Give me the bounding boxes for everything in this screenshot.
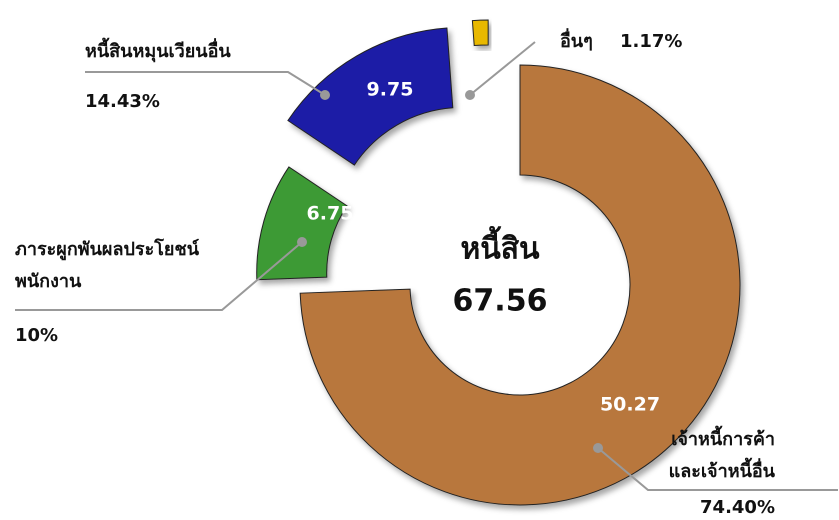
percent-label: 10% [15,325,58,346]
donut-slice [287,27,454,166]
category-label: หนี้สินหมุนเวียนอื่น [85,37,231,63]
percent-label: 1.17% [620,31,682,52]
percent-label: 74.40% [700,497,775,518]
value-label: 50.27 [600,394,660,416]
category-label: เจ้าหนี้การค้าและเจ้าหนี้อื่น [669,425,776,482]
center-label: หนี้สิน [460,226,540,267]
value-label: 6.75 [307,203,354,225]
percent-label: 14.43% [85,91,160,112]
leader-dot [465,90,475,100]
leader-line [597,447,838,491]
leader-dot [320,90,330,100]
value-label: 9.75 [367,79,414,101]
category-label: ภาระผูกพันผลประโยชน์พนักงาน [15,238,200,292]
donut-slice [256,166,348,281]
leader-line [85,71,326,96]
category-label: อื่นๆ [560,28,593,52]
center-total: 67.56 [453,284,548,319]
leader-line [469,41,536,96]
donut-slice [471,19,489,47]
donut-slice [299,64,741,506]
leader-line [15,241,303,311]
leader-dot [297,237,307,247]
leader-dot [593,443,603,453]
